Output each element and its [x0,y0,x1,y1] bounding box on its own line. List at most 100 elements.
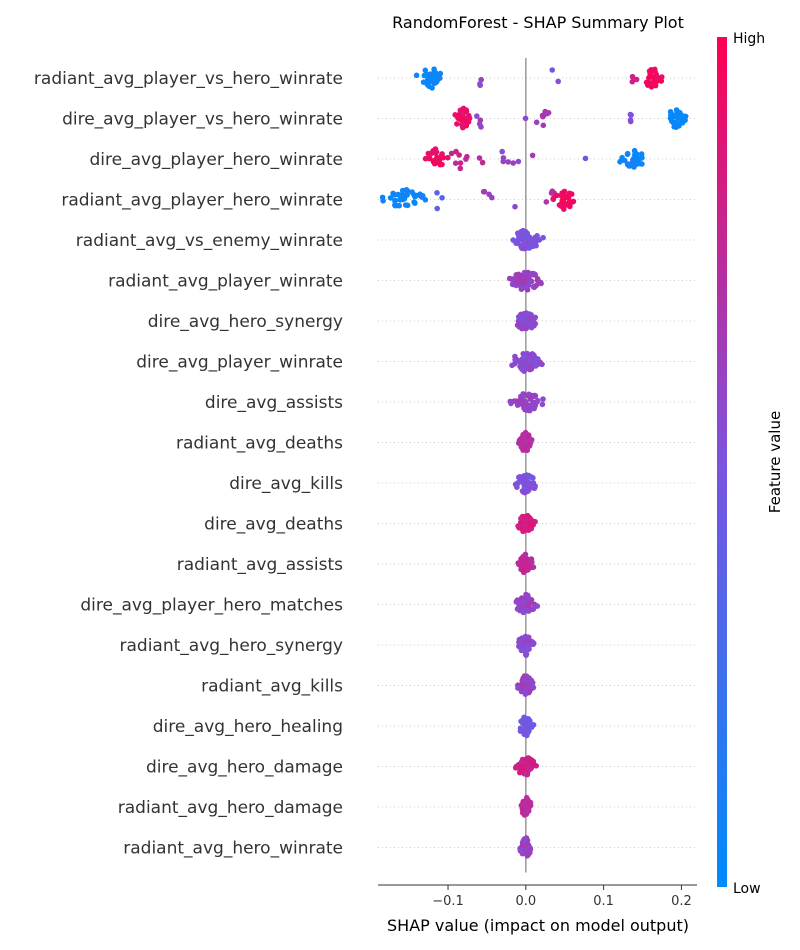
shap-point [560,191,567,197]
shap-point [434,205,441,212]
shap-point [533,242,539,249]
shap-point [517,474,523,480]
shap-point [533,119,540,126]
shap-point [649,74,655,80]
shap-point [639,161,645,167]
shap-point [516,278,523,284]
shap-point [489,194,495,201]
shap-point [532,484,538,491]
shap-point [668,112,674,118]
shap-point [518,768,524,774]
feature-label: radiant_avg_player_winrate [108,272,343,292]
shap-point [523,682,529,689]
shap-point [457,165,464,172]
shap-point [514,240,521,246]
shap-point [627,118,634,125]
x-axis-label: SHAP value (impact on model output) [387,916,689,935]
x-tick-label: −0.1 [432,894,464,909]
shap-point [499,148,506,155]
shap-point [525,434,531,440]
feature-label: dire_avg_player_hero_matches [80,596,343,616]
shap-point [526,312,533,318]
shap-point [500,155,507,161]
shap-point [448,150,455,157]
shap-point [474,113,480,119]
shap-point [532,393,539,399]
shap-point [624,150,631,157]
shap-point [524,270,531,277]
shap-point [524,318,530,324]
shap-point [521,489,528,496]
shap-point [520,842,527,848]
shap-point [540,396,546,402]
shap-point [524,673,530,680]
shap-point [513,763,520,770]
shap-point [540,234,546,241]
shap-point [509,362,515,369]
shap-point [400,195,407,201]
shap-point [429,74,435,81]
shap-point [521,445,528,452]
shap-point [465,119,472,125]
shap-point [396,202,403,209]
shap-point [625,161,632,167]
shap-point [528,523,534,529]
shap-point [643,79,650,86]
shap-point [570,198,577,205]
shap-point [523,398,529,405]
feature-labels: radiant_avg_player_vs_hero_winrate dire_a… [34,69,343,859]
shap-point [523,518,530,524]
shap-point [380,198,386,204]
shap-point [672,119,679,126]
shap-point [437,75,443,81]
shap-point [528,474,534,480]
colorbar-high-label: High [733,31,765,47]
shap-point [508,400,514,407]
shap-point [525,639,531,645]
shap-point [514,357,520,363]
shap-point [420,79,427,85]
shap-point [516,598,522,605]
shap-point [677,109,683,116]
shap-point [530,761,537,768]
shap-point [515,685,521,691]
shap-point [518,563,525,570]
shap-point [532,403,538,409]
shap-point [433,149,440,155]
shap-point [628,112,634,118]
shap-point [525,808,532,814]
x-tick-label: 0.1 [593,894,614,909]
shap-point [479,159,486,166]
shap-point [404,187,411,194]
shap-point [409,189,415,195]
shap-point [387,195,394,201]
shap-point [399,187,406,194]
shap-point [582,155,589,162]
feature-label: dire_avg_player_winrate [136,353,343,373]
x-tick-label: 0.0 [515,894,536,909]
shap-point [555,78,561,85]
shap-point [390,190,396,197]
shap-point [522,115,529,122]
shap-point [528,321,534,327]
shap-point [426,155,433,161]
shap-point [629,78,636,85]
shap-point [521,280,527,287]
shap-point [518,637,524,643]
shap-point [522,404,529,410]
shap-point [528,556,535,562]
shap-point [652,69,658,75]
shap-point [426,83,432,90]
shap-point [533,282,540,289]
shap-point [421,72,428,79]
shap-point [515,480,521,487]
shap-point [518,515,524,522]
colorbar-gradient [717,37,727,887]
shap-point [413,72,420,79]
feature-label: radiant_avg_assists [177,555,343,575]
shap-point [514,606,521,612]
shap-point [414,192,420,199]
shap-point [431,70,438,76]
shap-point [455,115,461,121]
